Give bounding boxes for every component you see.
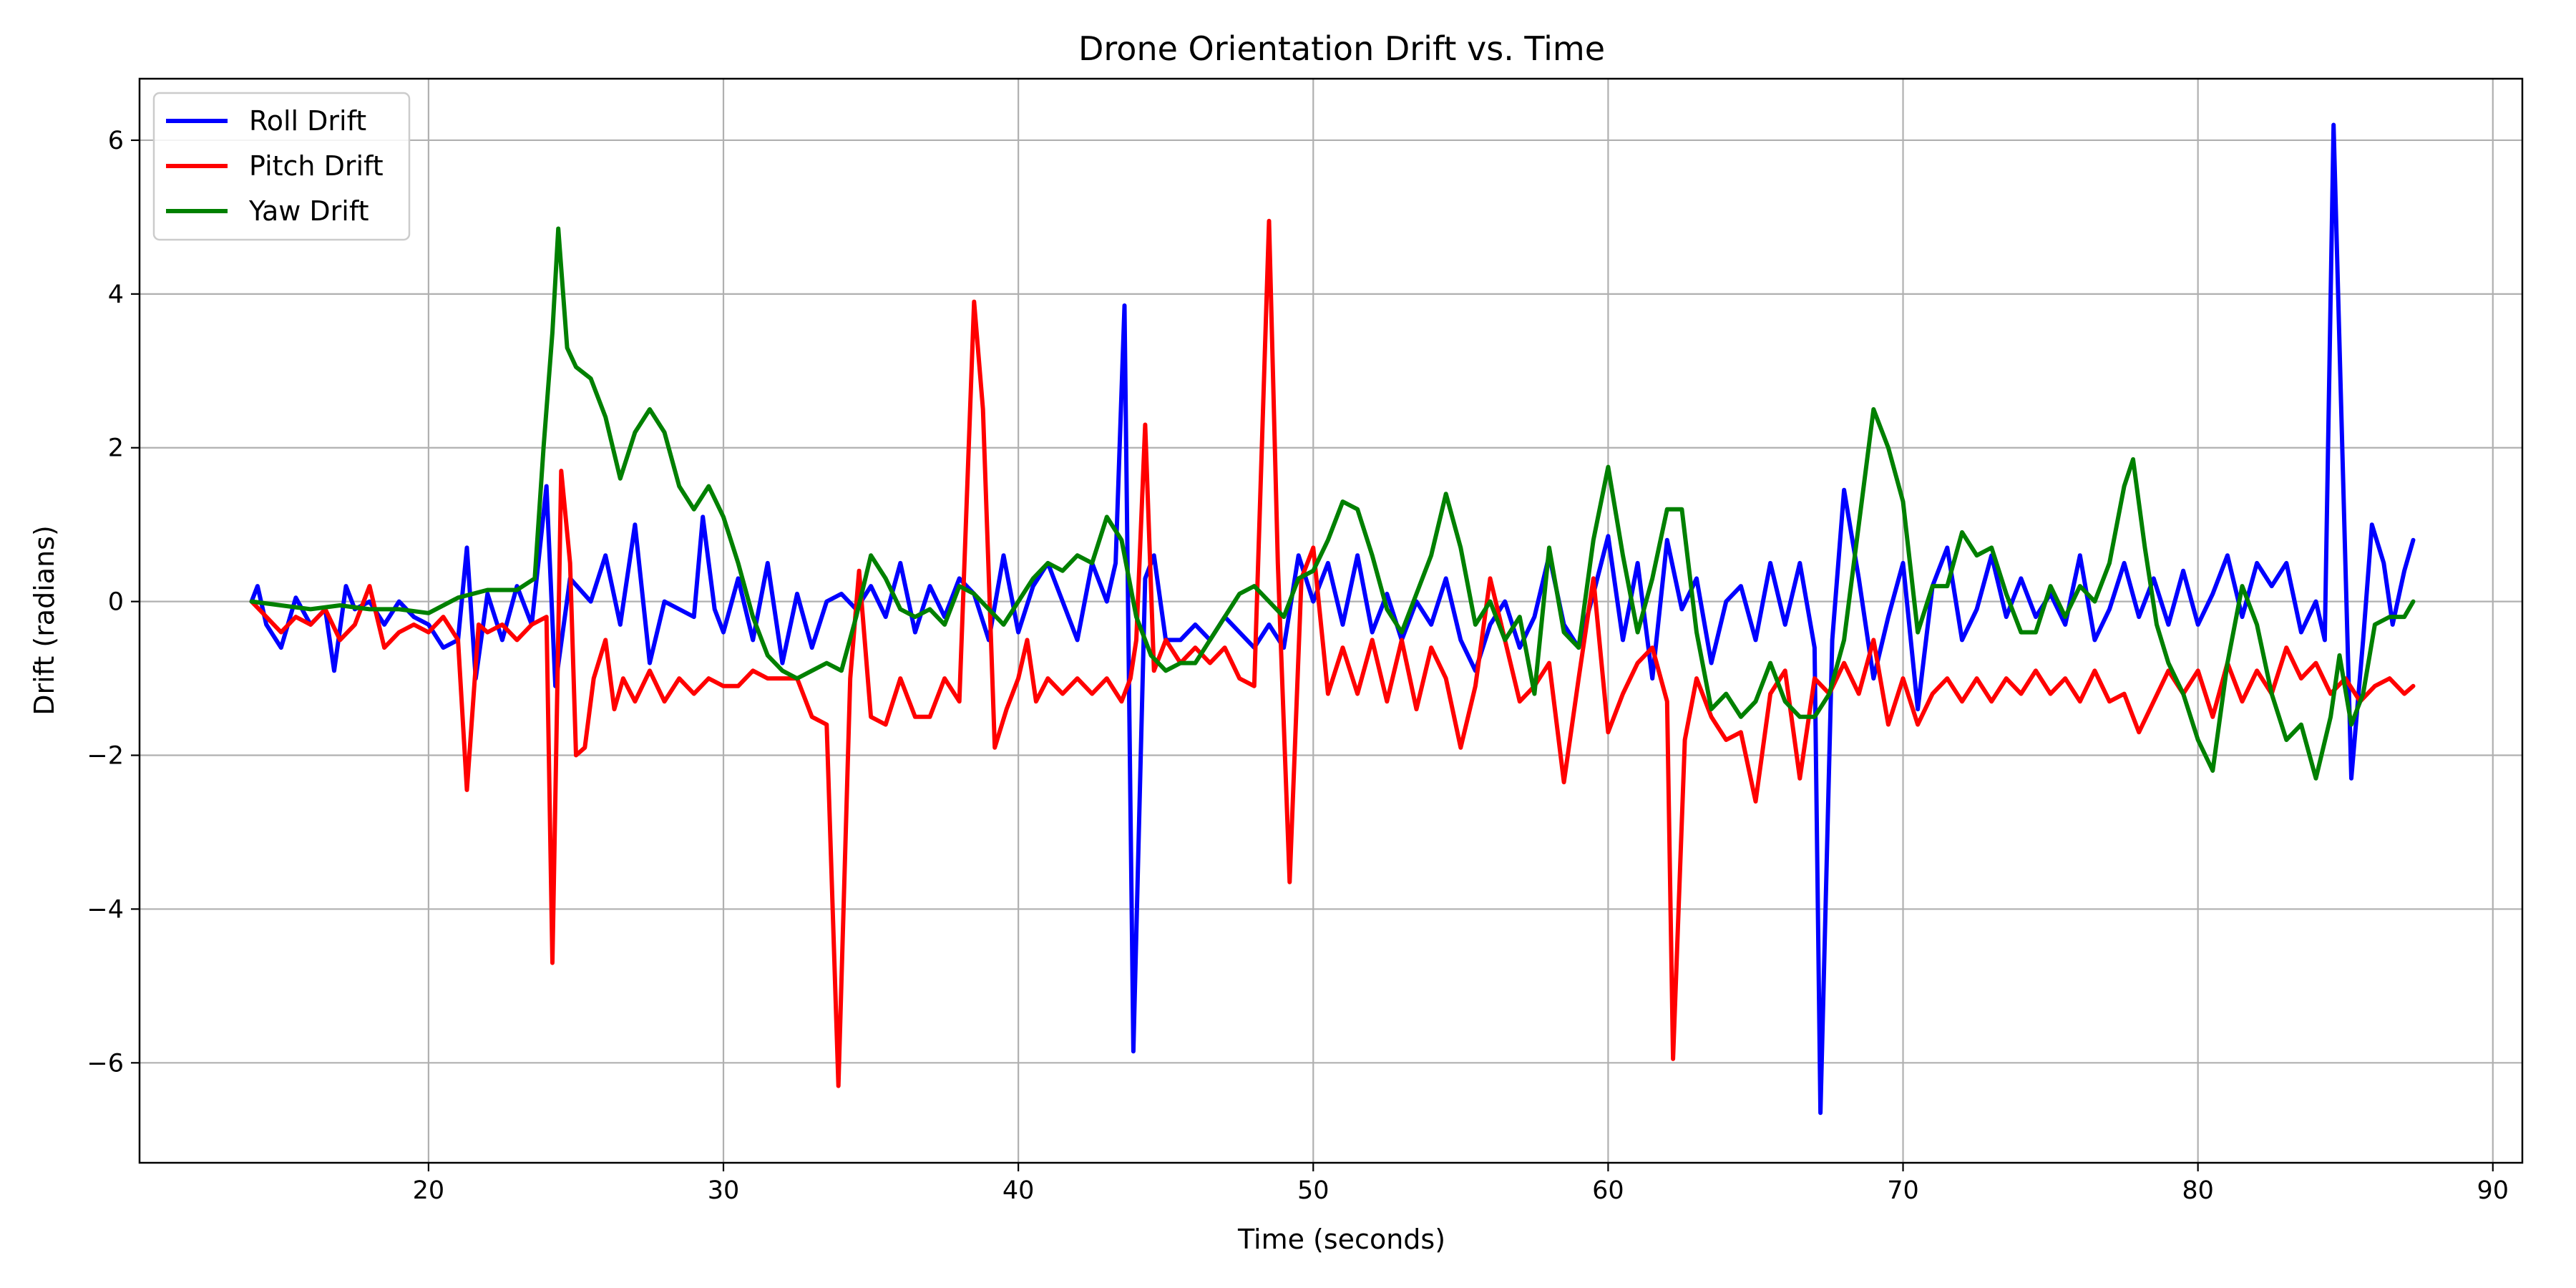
series-lines [249, 122, 2416, 1116]
y-tick-label: 0 [108, 588, 124, 617]
x-tick-label: 80 [2182, 1176, 2214, 1205]
ticks: 20 30 40 50 60 70 80 90 −6 −4 −2 0 2 4 6 [87, 127, 2509, 1205]
y-tick-label: −6 [87, 1049, 124, 1078]
y-tick-label: 6 [108, 127, 124, 155]
legend-label-yaw: Yaw Drift [248, 195, 369, 227]
plot-frame [138, 77, 2524, 1164]
x-tick-label: 70 [1887, 1176, 1919, 1205]
x-tick-label: 50 [1297, 1176, 1330, 1205]
x-tick-label: 20 [413, 1176, 445, 1205]
y-axis-label: Drift (radians) [29, 525, 60, 716]
roll-drift-line [249, 122, 2416, 1116]
y-tick-label: −2 [87, 742, 124, 771]
chart-title: Drone Orientation Drift vs. Time [1078, 29, 1605, 68]
grid [140, 79, 2522, 1163]
y-tick-label: −4 [87, 895, 124, 924]
legend-label-roll: Roll Drift [249, 105, 366, 137]
pitch-drift-line [249, 218, 2416, 1088]
y-tick-label: 2 [108, 434, 124, 463]
x-axis-label: Time (seconds) [1237, 1224, 1445, 1255]
x-tick-label: 30 [708, 1176, 740, 1205]
y-tick-label: 4 [108, 280, 124, 309]
legend: Roll Drift Pitch Drift Yaw Drift [152, 92, 411, 241]
yaw-drift-line [249, 226, 2416, 781]
x-tick-label: 60 [1592, 1176, 1624, 1205]
x-tick-label: 40 [1002, 1176, 1035, 1205]
legend-label-pitch: Pitch Drift [249, 150, 384, 182]
x-tick-label: 90 [2477, 1176, 2509, 1205]
legend-box [152, 92, 411, 241]
